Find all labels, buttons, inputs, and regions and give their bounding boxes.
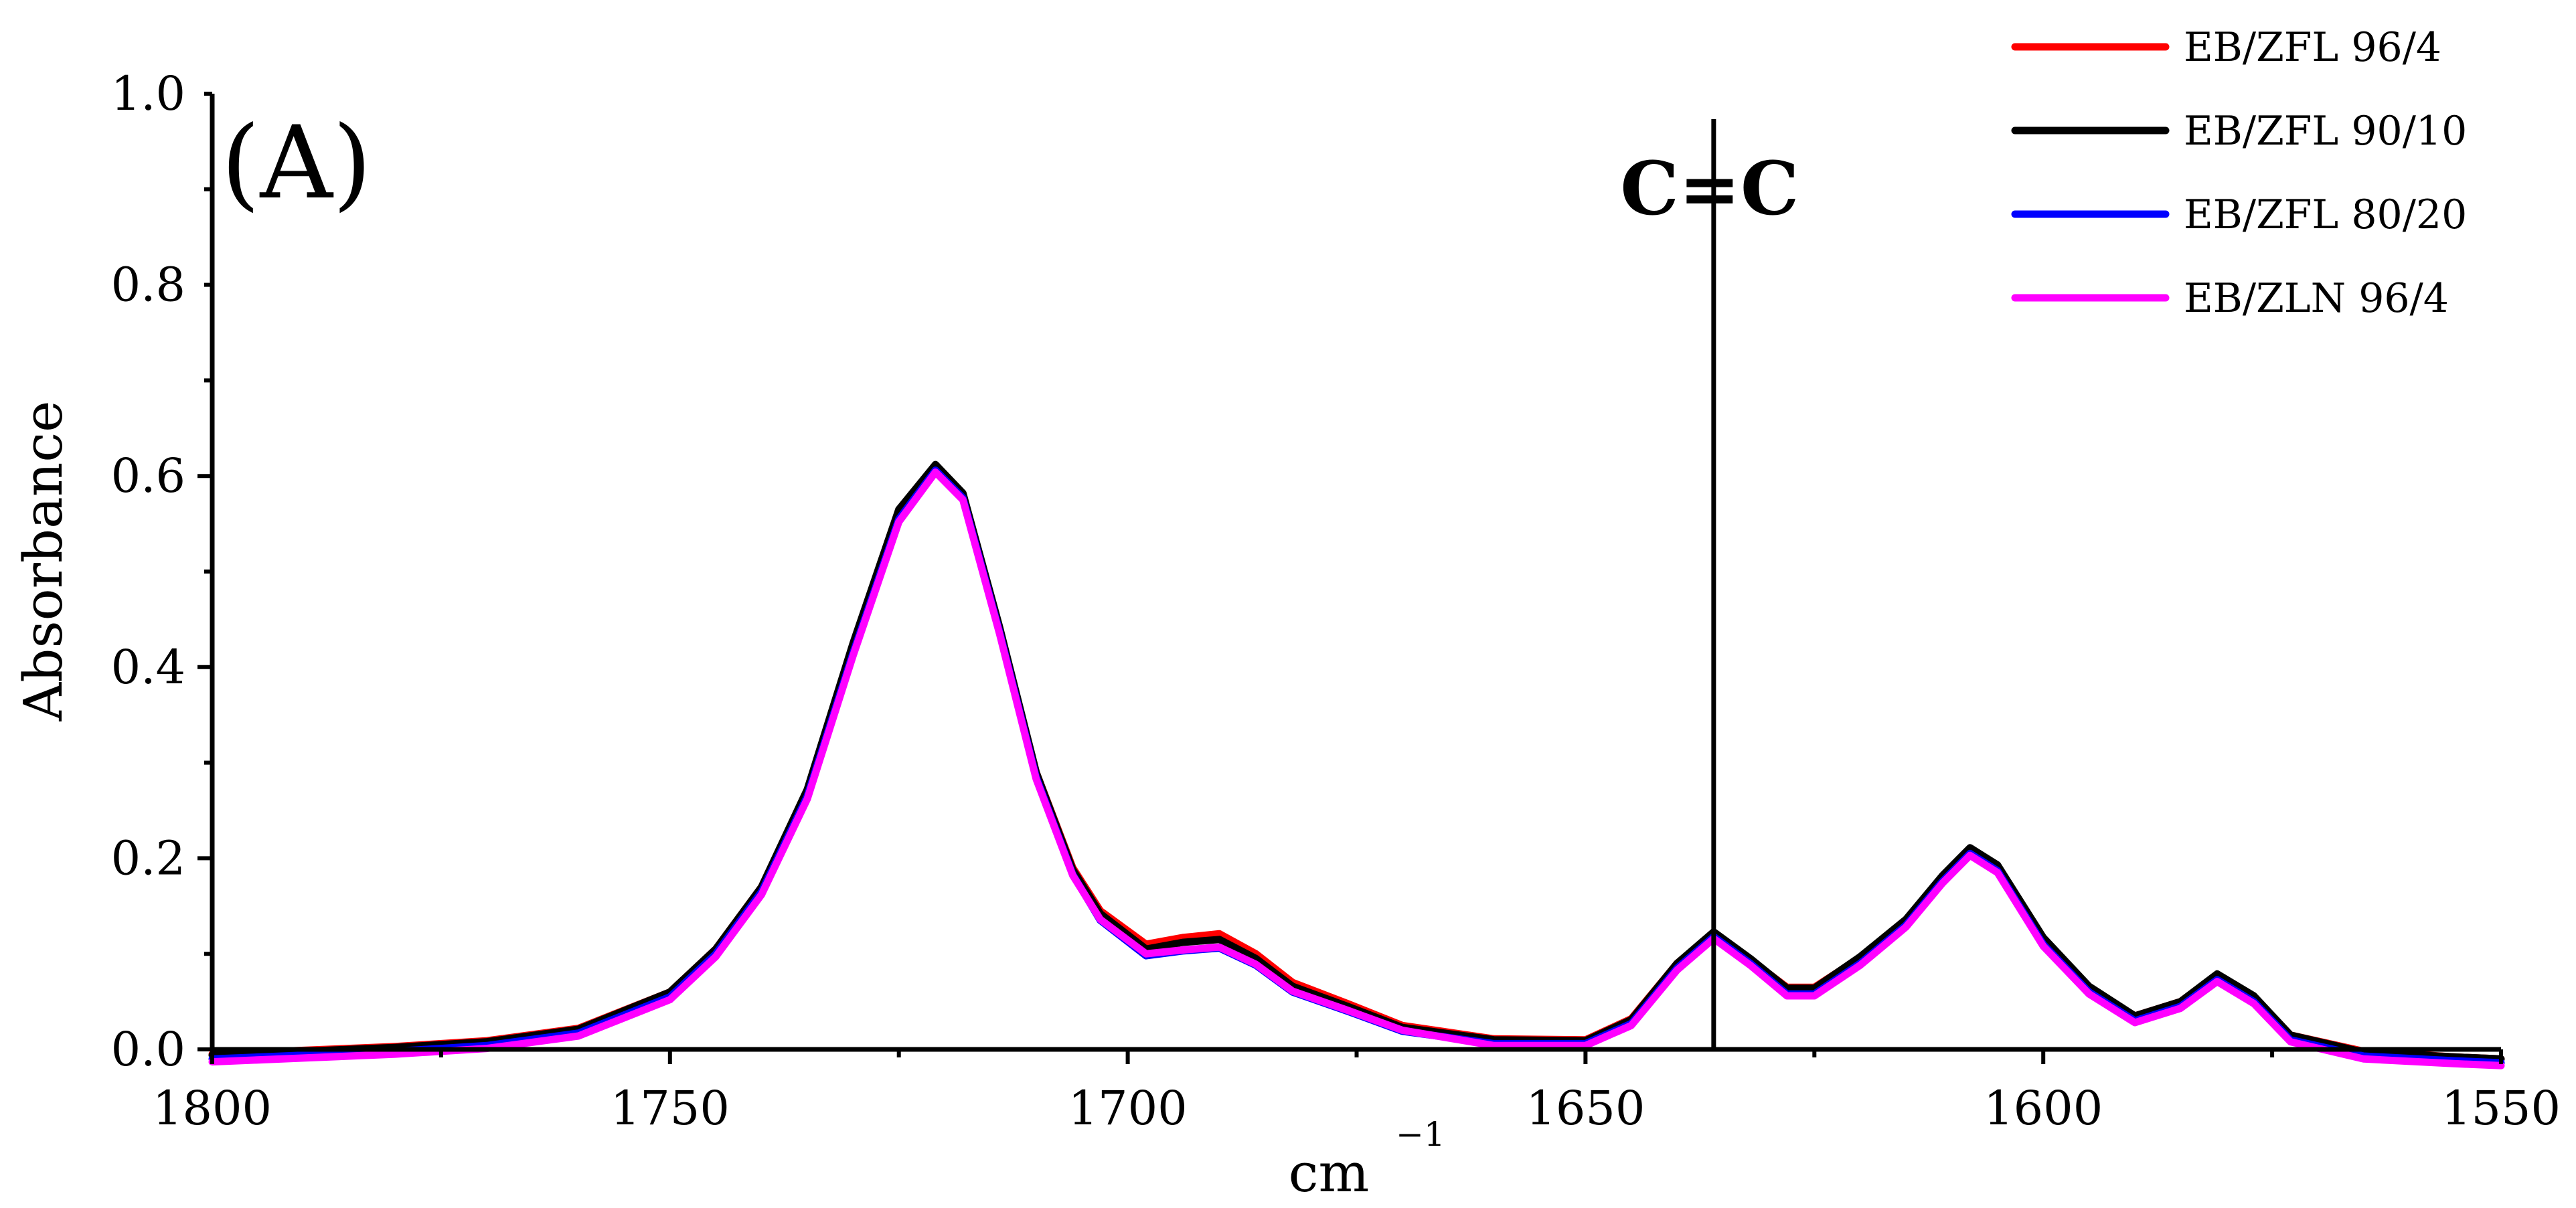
x-axis-ticks: 1800 1750 1700 1650 1600 1550 [153,1049,2561,1136]
plot-area [208,460,2505,1069]
series-line-1 [208,462,2505,1063]
x-tick-label: 1700 [1068,1081,1188,1136]
y-tick-label: 0.2 [111,831,185,885]
legend-label-4: EB/ZLN 96/4 [2184,275,2449,322]
x-tick-label: 1550 [2441,1081,2561,1136]
x-axis-label-exponent: −1 [1396,1115,1445,1154]
y-axis-label: Absorbance [12,400,74,721]
legend-label-3: EB/ZFL 80/20 [2184,191,2467,238]
y-tick-label: 0.6 [111,448,185,503]
x-axis-label: cm [1289,1142,1370,1204]
y-tick-label: 0.0 [111,1022,185,1077]
series-line-4 [208,468,2505,1069]
x-tick-label: 1750 [611,1081,730,1136]
panel-label: (A) [221,105,372,222]
legend-label-2: EB/ZFL 90/10 [2184,108,2467,155]
x-tick-label: 1800 [153,1081,272,1136]
y-axis-ticks: 0.0 0.2 0.4 0.6 0.8 1.0 [111,66,212,1077]
x-tick-label: 1650 [1526,1081,1645,1136]
cc-annotation-label: C=C [1620,145,1799,232]
legend-label-1: EB/ZFL 96/4 [2184,24,2441,71]
y-tick-label: 0.4 [111,640,185,695]
series-line-3 [208,466,2505,1067]
y-tick-label: 1.0 [111,66,185,121]
y-tick-label: 0.8 [111,258,185,313]
legend: EB/ZFL 96/4 EB/ZFL 90/10 EB/ZFL 80/20 EB/ZL… [2011,24,2467,322]
x-tick-label: 1600 [1984,1081,2103,1136]
series-line-2 [208,460,2505,1063]
